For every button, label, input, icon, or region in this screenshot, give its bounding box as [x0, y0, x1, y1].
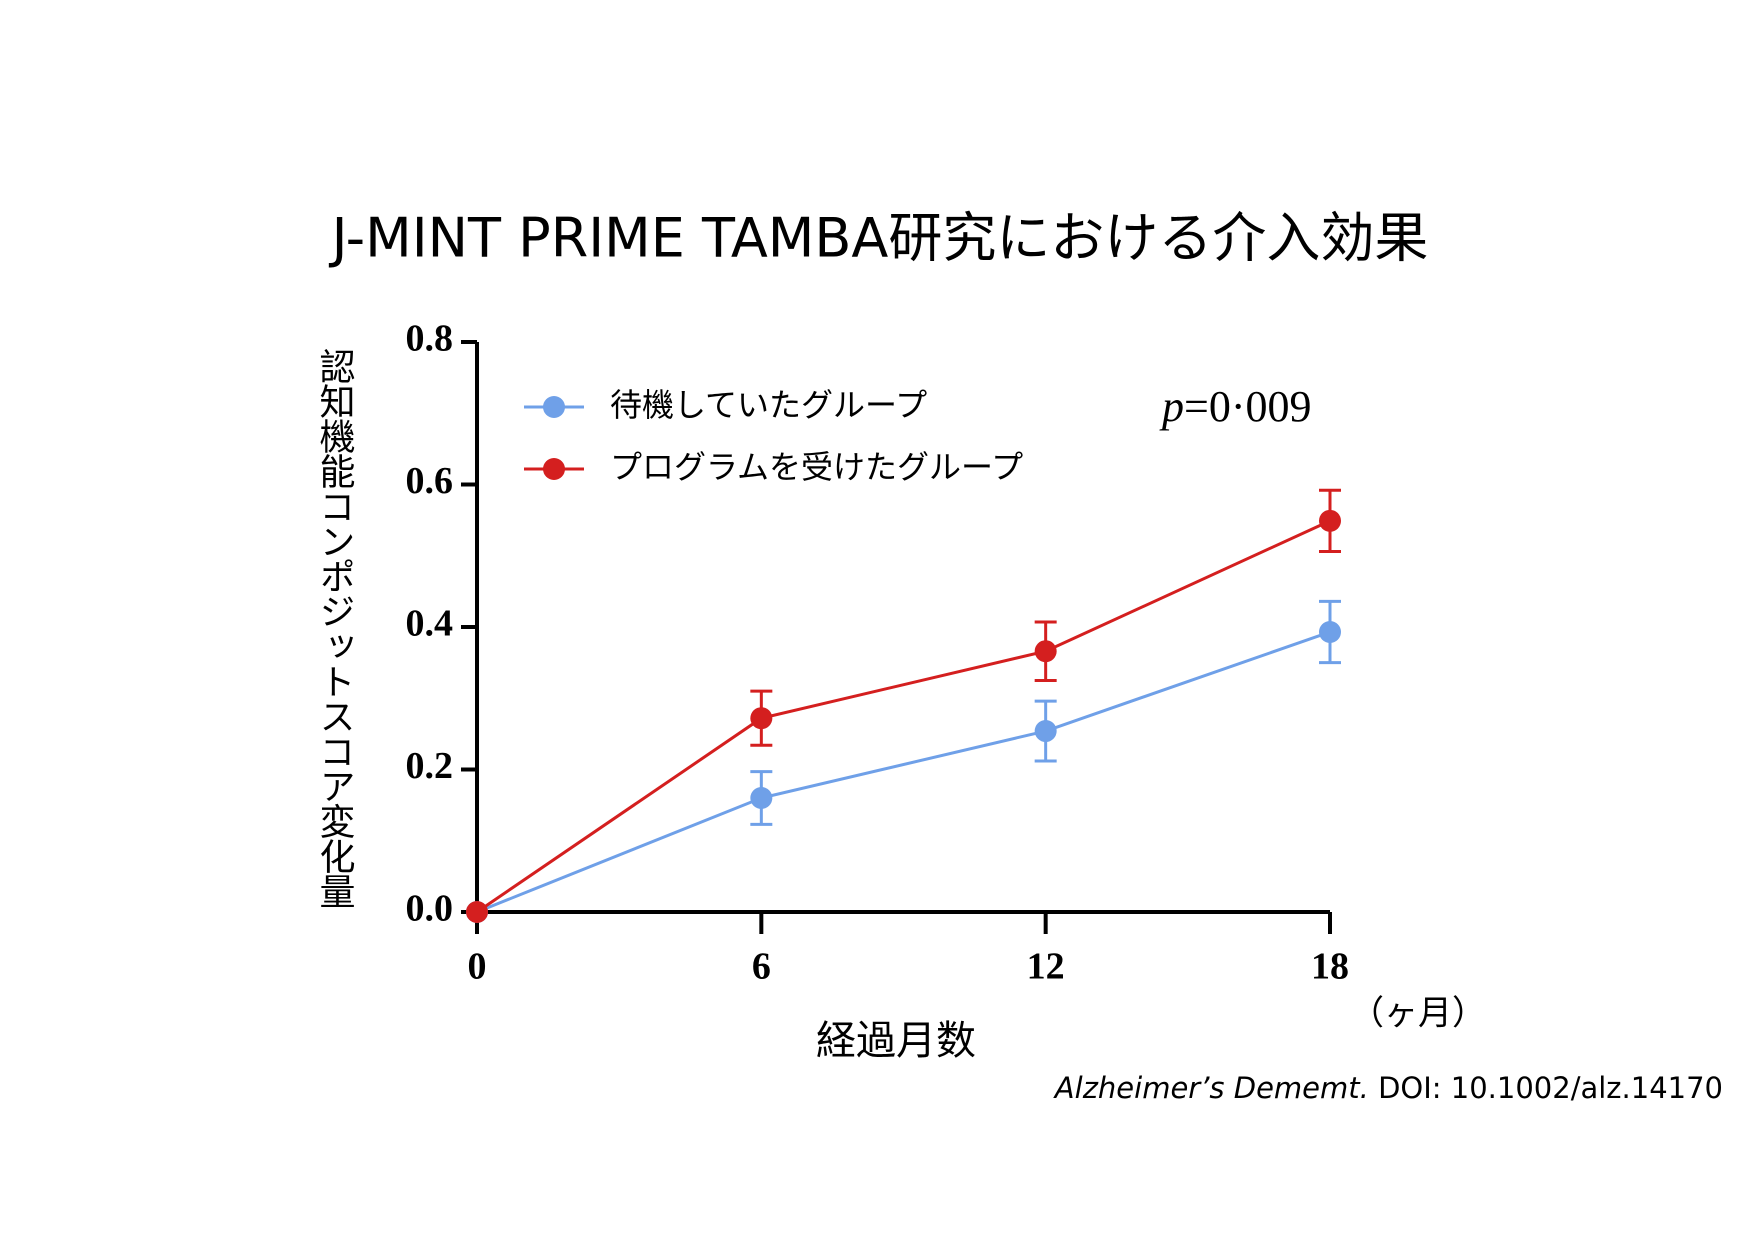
x-tick-label: 6	[752, 946, 771, 988]
y-tick-label: 0.0	[406, 888, 454, 930]
y-tick-label: 0.6	[406, 460, 454, 502]
y-tick-label: 0.2	[406, 745, 454, 787]
legend-label: 待機していたグループ	[610, 386, 927, 424]
point	[750, 707, 773, 730]
y-tick-label: 0.4	[406, 603, 454, 645]
p-value: p=0·009	[1159, 382, 1311, 431]
point	[466, 901, 488, 923]
legend-label: プログラムを受けたグループ	[610, 448, 1023, 486]
legend-marker	[543, 396, 565, 418]
source: Alzheimer’s Dememt. DOI: 10.1002/alz.141…	[1053, 1071, 1723, 1105]
y-tick-label: 0.8	[406, 318, 454, 360]
x-tick-label: 0	[468, 946, 487, 988]
x-tick-label: 12	[1027, 946, 1065, 988]
series-line	[476, 519, 1331, 914]
x-axis-label: 経過月数	[816, 1018, 976, 1064]
series-line	[476, 630, 1331, 914]
point	[1034, 720, 1057, 743]
legend-marker	[543, 458, 565, 480]
point	[1034, 640, 1057, 663]
chart-title: J-MINT PRIME TAMBA研究における介入効果	[329, 207, 1429, 270]
source-journal: Alzheimer’s Dememt.	[1053, 1071, 1369, 1105]
point	[750, 787, 773, 809]
y-axis-label: 認知機能コンポジットスコア変化量	[314, 348, 356, 908]
source-doi: DOI: 10.1002/alz.14170	[1378, 1071, 1723, 1105]
point	[1319, 509, 1341, 532]
x-unit: （ヶ月）	[1350, 994, 1486, 1034]
p-symbol: p	[1159, 382, 1184, 431]
x-tick-label: 18	[1311, 946, 1349, 988]
point	[1319, 620, 1341, 643]
p-number: =0·009	[1184, 382, 1311, 431]
